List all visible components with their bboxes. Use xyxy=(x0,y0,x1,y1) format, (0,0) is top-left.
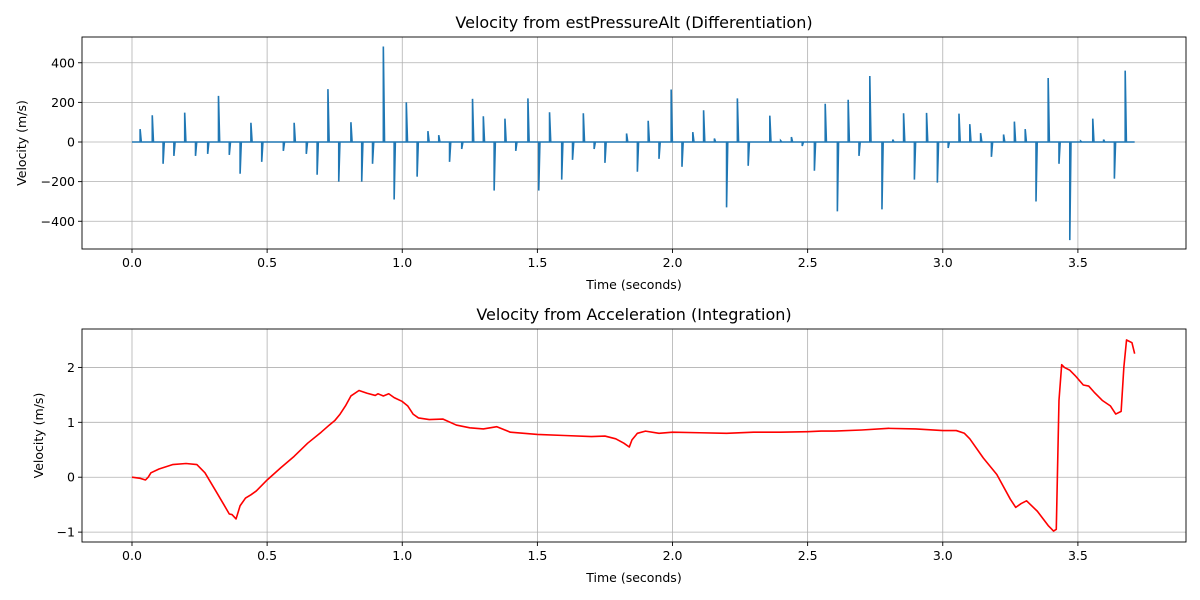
x-tick-label: 3.5 xyxy=(1068,548,1088,563)
x-tick-label: 3.0 xyxy=(933,548,953,563)
velocity-spike-series-line xyxy=(131,46,1135,241)
chart-1: 0.0 0.5 1.0 1.5 2.0 2.5 3.0 3.5 −400 −200 0 200 400 V… xyxy=(14,13,1187,292)
x-tick-label: 0.5 xyxy=(257,548,277,563)
plot-frame xyxy=(81,328,1187,543)
x-axis-label: Time (seconds) xyxy=(585,570,681,585)
y-tick-label: 2 xyxy=(67,360,75,375)
x-tick-label: 1.5 xyxy=(527,255,547,270)
y-tick-label: 400 xyxy=(51,55,75,70)
x-axis-label: Time (seconds) xyxy=(585,277,681,292)
x-tick-label: 2.5 xyxy=(798,548,818,563)
x-tick-label: 0.0 xyxy=(122,548,142,563)
x-tick-label: 3.0 xyxy=(933,255,953,270)
x-tick-label: 3.5 xyxy=(1068,255,1088,270)
y-tick-label: 200 xyxy=(51,95,75,110)
y-tick-label: 0 xyxy=(67,135,75,150)
y-tick-label: −400 xyxy=(41,214,75,229)
x-tick-label: 2.0 xyxy=(663,255,683,270)
x-tick-label: 0.0 xyxy=(122,255,142,270)
x-tick-label: 2.5 xyxy=(798,255,818,270)
plot-frame xyxy=(81,36,1187,250)
y-tick-label: 0 xyxy=(67,470,75,485)
chart-title: Velocity from Acceleration (Integration) xyxy=(476,305,791,324)
y-axis-label: Velocity (m/s) xyxy=(31,393,46,479)
chart-2: 0.0 0.5 1.0 1.5 2.0 2.5 3.0 3.5 −1 0 1 2 Velocity fr… xyxy=(31,305,1187,585)
y-tick-label: 1 xyxy=(67,415,75,430)
x-tick-label: 1.5 xyxy=(527,548,547,563)
chart-title: Velocity from estPressureAlt (Differenti… xyxy=(455,13,812,32)
y-tick-label: −200 xyxy=(41,174,75,189)
velocity-integration-series-line xyxy=(131,339,1136,532)
y-tick-label: −1 xyxy=(57,525,75,540)
x-tick-label: 0.5 xyxy=(257,255,277,270)
x-tick-label: 1.0 xyxy=(392,548,412,563)
x-tick-label: 1.0 xyxy=(392,255,412,270)
y-axis-label: Velocity (m/s) xyxy=(14,100,29,186)
x-tick-label: 2.0 xyxy=(663,548,683,563)
